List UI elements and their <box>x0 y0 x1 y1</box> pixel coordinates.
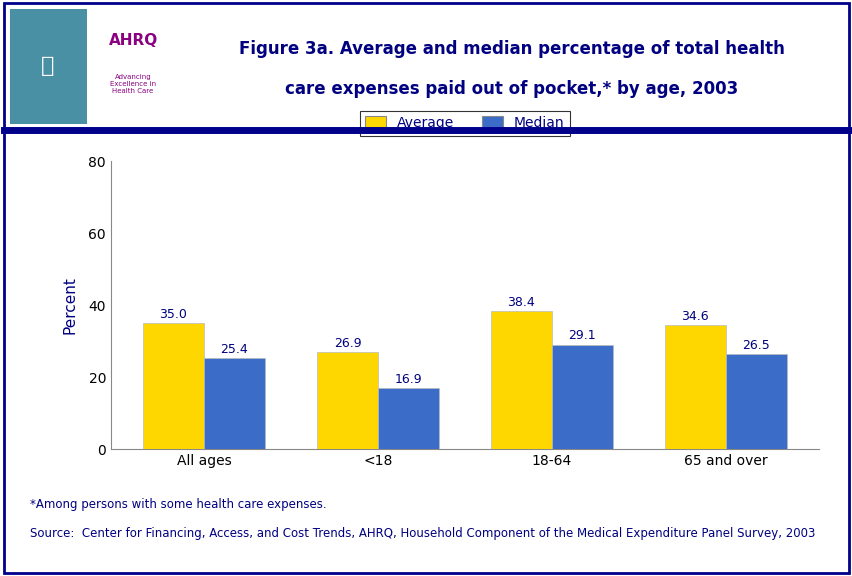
Text: 38.4: 38.4 <box>507 296 535 309</box>
Text: care expenses paid out of pocket,* by age, 2003: care expenses paid out of pocket,* by ag… <box>285 80 738 98</box>
Bar <box>204 358 264 449</box>
FancyBboxPatch shape <box>87 9 181 124</box>
FancyBboxPatch shape <box>10 9 87 124</box>
Text: 26.5: 26.5 <box>741 339 769 352</box>
Text: AHRQ: AHRQ <box>108 33 158 48</box>
Bar <box>725 354 786 449</box>
Bar <box>317 353 377 449</box>
Text: 29.1: 29.1 <box>567 329 596 342</box>
Text: 34.6: 34.6 <box>681 309 708 323</box>
Text: Figure 3a. Average and median percentage of total health: Figure 3a. Average and median percentage… <box>239 40 784 58</box>
Bar <box>143 323 204 449</box>
Bar <box>377 388 438 449</box>
Legend: Average, Median: Average, Median <box>360 111 569 136</box>
Text: Source:  Center for Financing, Access, and Cost Trends, AHRQ, Household Componen: Source: Center for Financing, Access, an… <box>30 527 815 540</box>
Bar <box>665 325 725 449</box>
Y-axis label: Percent: Percent <box>62 276 78 334</box>
Text: 26.9: 26.9 <box>333 338 361 350</box>
Text: Advancing
Excellence in
Health Care: Advancing Excellence in Health Care <box>110 74 156 93</box>
Bar <box>551 344 612 449</box>
Text: 35.0: 35.0 <box>159 308 187 321</box>
Text: 16.9: 16.9 <box>394 373 422 386</box>
Bar <box>491 311 551 449</box>
Text: 🦅: 🦅 <box>41 56 55 76</box>
Text: 25.4: 25.4 <box>221 343 248 356</box>
Text: *Among persons with some health care expenses.: *Among persons with some health care exp… <box>30 498 326 511</box>
